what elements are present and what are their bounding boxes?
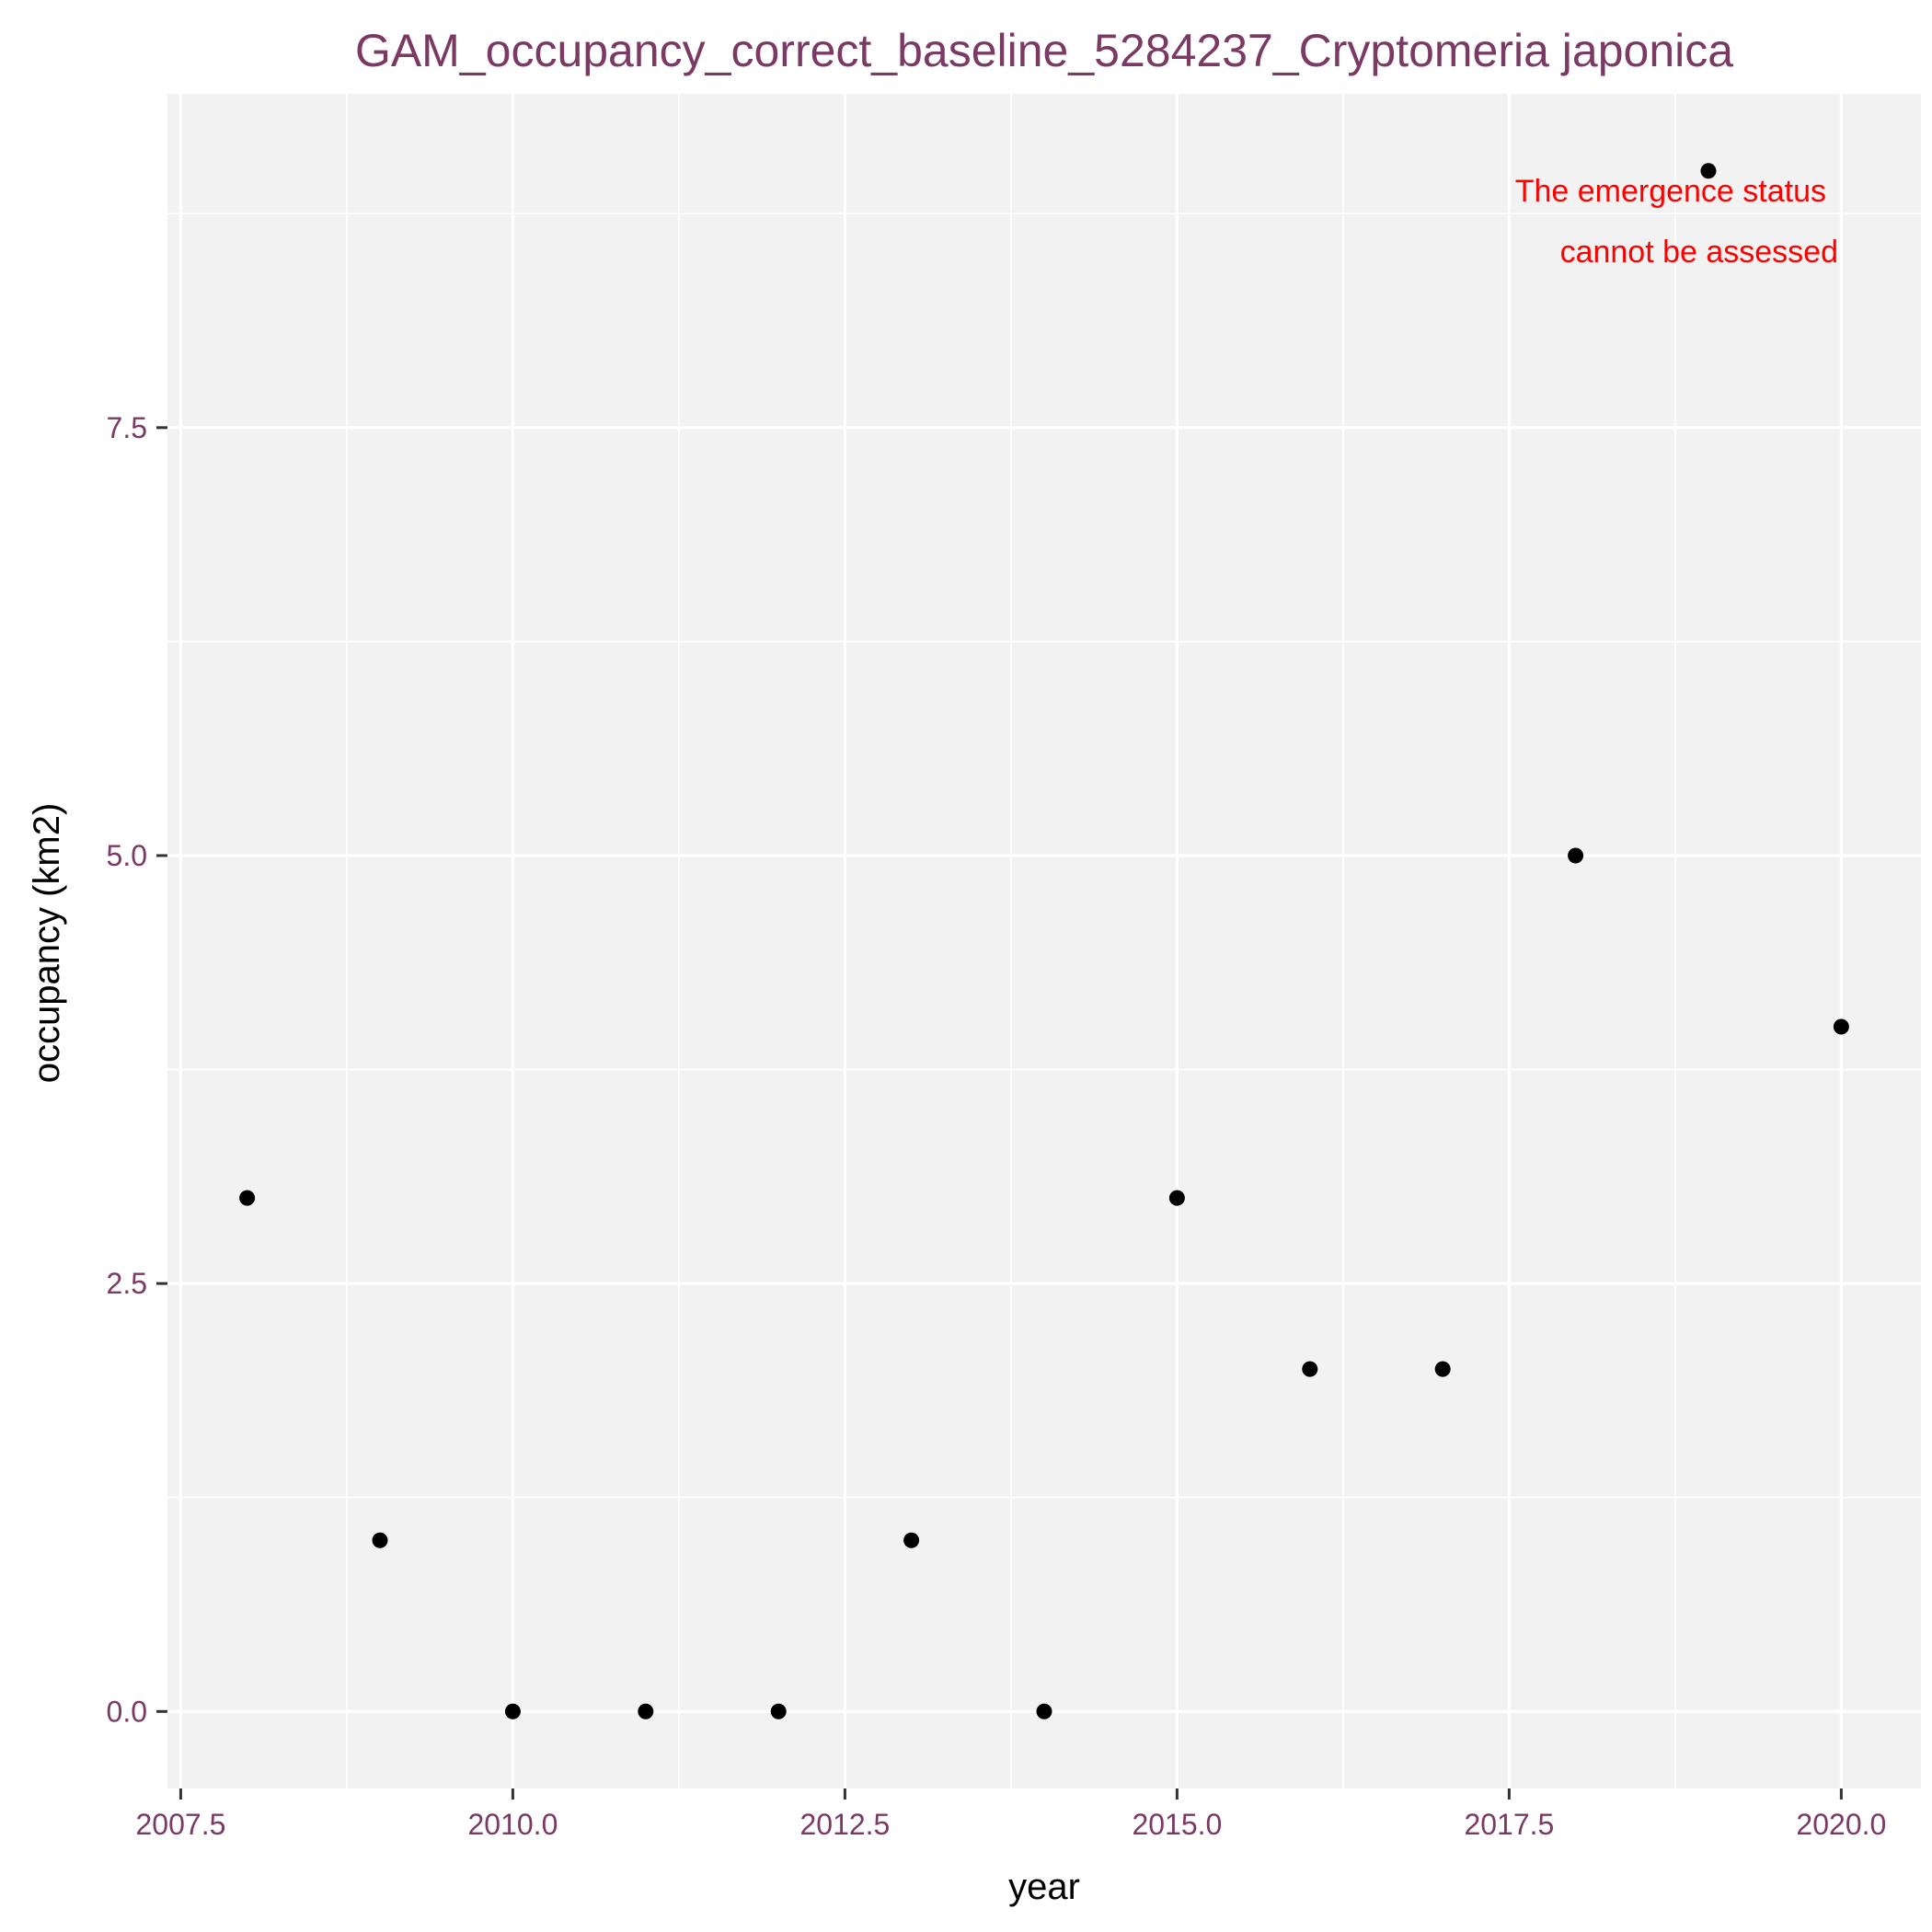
x-tick-label: 2012.5 [799, 1808, 890, 1841]
data-point [239, 1190, 256, 1206]
y-tick-label: 5.0 [107, 839, 147, 872]
data-point [1036, 1703, 1052, 1719]
x-axis-title: year [1008, 1867, 1080, 1907]
y-tick-label: 0.0 [107, 1695, 147, 1728]
data-point [372, 1532, 388, 1548]
data-point [1700, 163, 1717, 179]
plot-panel [167, 94, 1921, 1788]
data-point [903, 1532, 920, 1548]
data-point [504, 1703, 521, 1719]
data-point [1168, 1190, 1185, 1206]
panel-background [167, 94, 1921, 1788]
annotation-line-1: The emergence status [1515, 174, 1826, 209]
x-tick-label: 2010.0 [467, 1808, 558, 1841]
data-point [1302, 1361, 1318, 1377]
data-point [1568, 847, 1584, 864]
y-tick-label: 7.5 [107, 411, 147, 444]
y-axis-title: occupancy (km2) [27, 803, 67, 1084]
x-tick-label: 2020.0 [1796, 1808, 1886, 1841]
data-points [239, 163, 1849, 1719]
x-tick-label: 2007.5 [136, 1808, 226, 1841]
data-point [638, 1703, 654, 1719]
x-tick-label: 2017.5 [1464, 1808, 1554, 1841]
x-tick-label: 2015.0 [1132, 1808, 1222, 1841]
data-point [1434, 1361, 1451, 1377]
data-point [770, 1703, 787, 1719]
annotation-line-2: cannot be assessed [1560, 235, 1838, 270]
grid-lines [167, 94, 1921, 1788]
chart-title: GAM_occupancy_correct_baseline_5284237_C… [355, 25, 1733, 76]
y-tick-label: 2.5 [107, 1267, 147, 1300]
axes: 2007.5 2010.0 2012.5 2015.0 2017.5 2020.0 0.0 2… [107, 411, 1887, 1841]
annotation: The emergence status cannot be assessed [1515, 174, 1838, 270]
data-point [1833, 1018, 1849, 1035]
